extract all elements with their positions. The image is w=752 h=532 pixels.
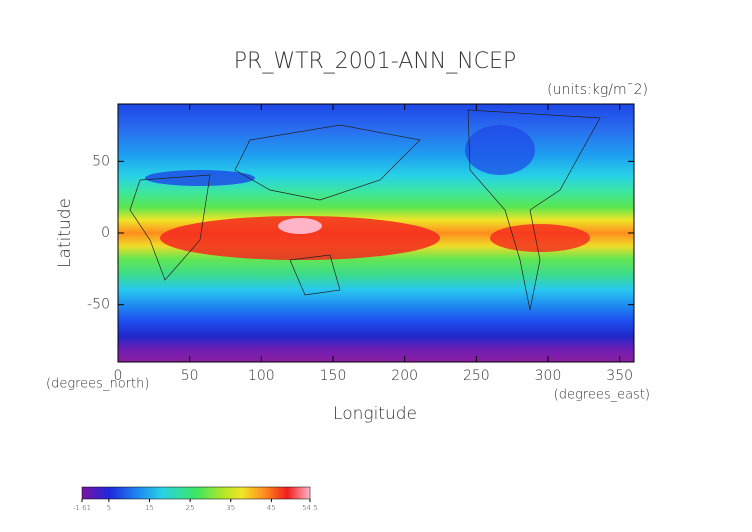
colorbar-tick-label: 45 [267,504,276,512]
y-unit-label: (degrees_north) [46,377,149,392]
x-tick-label: 200 [391,368,418,384]
colorbar-tick-label: 5 [107,504,111,512]
x-tick-label: 50 [181,368,199,384]
x-tick-label: 350 [606,368,633,384]
colorbar-tick-label: 35 [226,504,235,512]
y-tick-label: -50 [87,297,110,313]
colorbar [81,486,311,500]
x-tick-label: 250 [463,368,490,384]
y-tick-label: 0 [101,225,110,241]
colorbar-tick-label: -1.61 [73,504,91,512]
x-tick-label: 300 [535,368,562,384]
y-tick-label: 50 [92,153,110,169]
x-tick-label: 0 [114,368,123,384]
x-unit-label: (degrees_east) [554,388,650,403]
x-axis-label: Longitude [333,404,417,424]
x-tick-label: 150 [320,368,347,384]
colorbar-tick-label: 25 [186,504,195,512]
chart-title: PR_WTR_2001-ANN_NCEP [234,49,516,74]
map-field [118,104,634,362]
colorbar-tick-label: 54.5 [302,504,318,512]
units-label: (units:kg/m¯2) [547,82,648,98]
x-tick-label: 100 [248,368,275,384]
colorbar-tick-label: 15 [145,504,154,512]
y-axis-label: Latitude [55,198,75,268]
